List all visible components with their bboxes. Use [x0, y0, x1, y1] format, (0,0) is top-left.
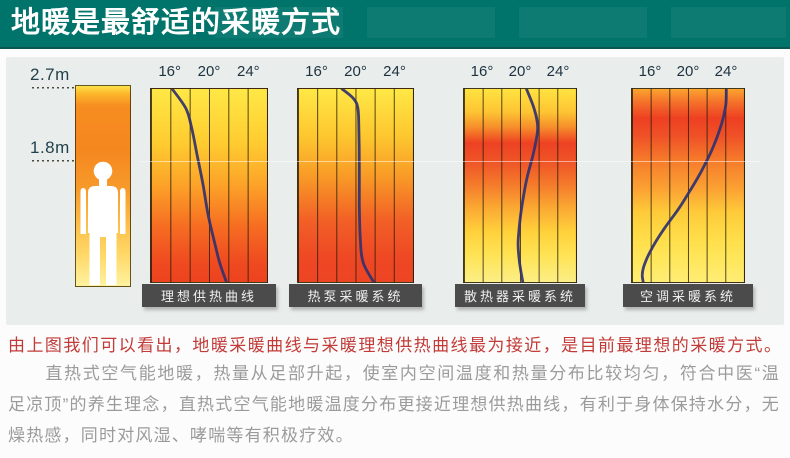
heatpump-curve — [342, 89, 374, 282]
chart-radiator-ticks: 16° 20° 24° — [463, 63, 577, 85]
height-mark-1-8m: 1.8m — [30, 138, 70, 157]
tick-16-label: 16° — [305, 63, 328, 80]
tick-24-label: 24° — [714, 63, 738, 80]
reference-line-1-8m — [140, 161, 760, 162]
conclusion-text: 由上图我们可以看出，地暖采暖曲线与采暖理想供热曲线最为接近，是目前最理想的采暖方… — [8, 336, 782, 355]
chart-heatpump-plot — [297, 88, 414, 283]
chart-ideal-plot — [150, 88, 268, 283]
tick-16-label: 16° — [638, 63, 662, 80]
chart-aircon-caption: 空调采暖系统 — [623, 284, 753, 307]
person-silhouette-icon — [80, 161, 126, 285]
ideal-curve — [172, 89, 226, 282]
chart-aircon-ticks: 16° 20° 24° — [631, 63, 745, 85]
chart-radiator-plot — [463, 88, 577, 283]
tick-20-label: 20° — [197, 63, 221, 80]
description-text: 直热式空气能地暖，热量从足部升起，使室内空间温度和热量分布比较均匀，符合中医“温… — [8, 364, 780, 445]
comparison-panel: 2.7m 1.8m 16° 20° 24° 理想供热曲线 — [6, 57, 784, 325]
tick-24-label: 24° — [236, 63, 260, 80]
chart-aircon-plot — [631, 88, 745, 283]
chart-ideal-caption: 理想供热曲线 — [142, 284, 276, 307]
tick-24-label: 24° — [546, 63, 570, 80]
chart-heatpump-ticks: 16° 20° 24° — [297, 63, 414, 85]
tick-16-label: 16° — [158, 63, 181, 80]
radiator-curve — [518, 89, 538, 282]
tick-20-label: 20° — [676, 63, 700, 80]
page-title: 地暖是最舒适的采暖方式 — [11, 7, 342, 39]
header-banner: 地暖是最舒适的采暖方式 — [0, 0, 790, 49]
chart-radiator-caption: 散热器采暖系统 — [455, 284, 585, 307]
tick-24-label: 24° — [383, 63, 406, 80]
tick-20-label: 20° — [508, 63, 532, 80]
tick-16-label: 16° — [470, 63, 494, 80]
height-mark-2-7m: 2.7m — [30, 65, 70, 84]
chart-ideal-ticks: 16° 20° 24° — [150, 63, 268, 85]
person-heat-column — [75, 85, 131, 287]
chart-heatpump-caption: 热泵采暖系统 — [289, 284, 422, 307]
tick-20-label: 20° — [344, 63, 367, 80]
aircon-curve — [642, 89, 726, 282]
